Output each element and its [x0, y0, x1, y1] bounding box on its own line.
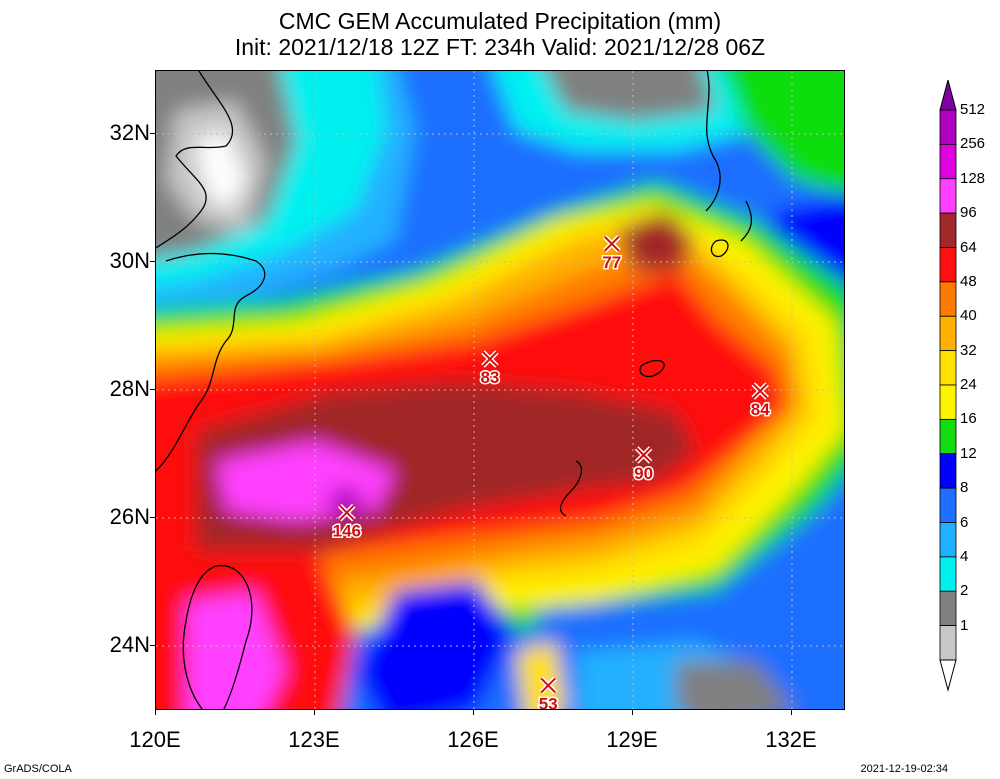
legend-level-label: 64 — [960, 238, 977, 256]
map-title: CMC GEM Accumulated Precipitation (mm) — [278, 8, 722, 34]
legend-swatch — [939, 109, 957, 145]
legend-swatch — [939, 522, 957, 558]
map-subtitle: Init: 2021/12/18 12Z FT: 234h Valid: 202… — [234, 34, 766, 60]
coastlines — [156, 71, 753, 709]
max-marker: 90 — [633, 446, 655, 485]
legend-level-label: 16 — [960, 410, 977, 428]
legend-swatch — [939, 247, 957, 283]
legend-swatch — [939, 625, 957, 661]
lat-label-24n: 24N — [109, 632, 150, 657]
legend-swatch — [939, 453, 957, 489]
legend-swatch — [939, 590, 957, 627]
legend-level-label: 4 — [960, 547, 969, 565]
marker-value: 83 — [480, 368, 499, 387]
legend-level-label: 128 — [960, 169, 986, 187]
lon-label-120e: 120E — [129, 727, 181, 752]
precipitation-field: 146 83 77 90 84 53 — [156, 71, 844, 710]
marker-cross-icon — [540, 677, 556, 694]
marker-cross-icon — [604, 236, 620, 252]
max-marker: 83 — [479, 350, 501, 389]
legend-swatch — [939, 315, 957, 352]
legend-arrow-up-icon — [939, 80, 957, 111]
max-marker: 146 — [331, 503, 362, 542]
color-legend — [939, 80, 957, 692]
legend-level-label: 256 — [960, 135, 986, 153]
legend-swatch — [939, 178, 957, 214]
lat-label-32n: 32N — [109, 120, 150, 145]
marker-value: 53 — [539, 694, 558, 710]
legend-level-label: 32 — [960, 341, 977, 359]
legend-level-label: 96 — [960, 204, 977, 222]
precipitation-map: 146 83 77 90 84 53 — [155, 70, 845, 710]
legend-level-label: 12 — [960, 444, 977, 462]
marker-value: 146 — [333, 522, 361, 541]
legend-swatch — [939, 556, 957, 592]
legend-level-label: 40 — [960, 307, 977, 325]
lon-label-129e: 129E — [606, 727, 658, 752]
lon-tick-120 — [155, 710, 156, 715]
legend-swatch — [939, 350, 957, 386]
legend-arrow-down-icon — [939, 659, 957, 692]
legend-level-label: 512 — [960, 101, 986, 118]
lon-label-123e: 123E — [288, 727, 340, 752]
lon-tick-132 — [791, 710, 792, 715]
lat-label-28n: 28N — [109, 376, 150, 401]
legend-swatch — [939, 281, 957, 317]
legend-swatch — [939, 418, 957, 455]
legend-swatch — [939, 212, 957, 248]
marker-cross-icon — [635, 447, 652, 463]
lat-tick-24 — [150, 645, 155, 646]
max-marker: 53 — [537, 676, 559, 710]
max-value-markers: 146 83 77 90 84 53 — [331, 235, 772, 710]
legend-level-label: 24 — [960, 376, 977, 393]
marker-value: 90 — [634, 464, 653, 483]
lat-tick-30 — [150, 261, 155, 262]
footer-timestamp: 2021-12-19-02:34 — [860, 763, 948, 775]
marker-cross-icon — [339, 504, 355, 521]
footer-credit: GrADS/COLA — [4, 763, 72, 775]
lon-label-132e: 132E — [765, 727, 817, 752]
lon-tick-123 — [314, 710, 315, 715]
legend-level-label: 48 — [960, 272, 977, 290]
lat-tick-26 — [150, 517, 155, 518]
graticule — [156, 71, 844, 709]
marker-value: 77 — [602, 253, 621, 272]
legend-swatch — [939, 487, 957, 523]
legend-level-label: 8 — [960, 479, 969, 497]
marker-cross-icon — [482, 351, 498, 367]
lon-tick-126 — [473, 710, 474, 715]
legend-level-label: 6 — [960, 513, 969, 531]
lon-label-126e: 126E — [447, 727, 499, 752]
lat-label-26n: 26N — [109, 504, 150, 529]
marker-cross-icon — [752, 383, 768, 399]
lat-label-30n: 30N — [109, 248, 150, 273]
max-marker: 77 — [601, 235, 623, 273]
lon-tick-129 — [632, 710, 633, 715]
legend-level-label: 1 — [960, 616, 969, 634]
marker-value: 84 — [751, 400, 770, 419]
max-marker: 84 — [749, 382, 772, 421]
legend-swatch — [939, 384, 957, 420]
legend-swatch — [939, 143, 957, 180]
lat-tick-32 — [150, 133, 155, 134]
legend-level-label: 2 — [960, 582, 969, 600]
lat-tick-28 — [150, 389, 155, 390]
